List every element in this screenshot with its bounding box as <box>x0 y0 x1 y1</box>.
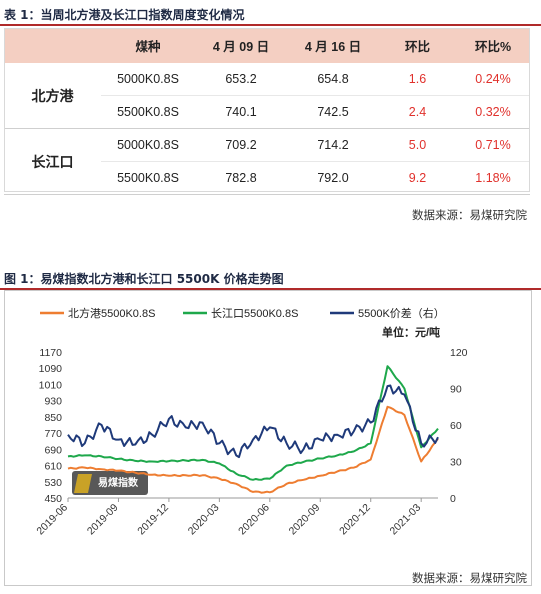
apr09-cell: 782.8 <box>195 161 287 195</box>
header-apr09: 4 月 09 日 <box>195 28 287 63</box>
table-source-note: 数据来源：易煤研究院 <box>412 208 527 222</box>
port-label: 北方港 <box>4 63 101 129</box>
figure-caption-rule <box>0 288 541 290</box>
apr16-cell: 792.0 <box>287 161 379 195</box>
table-header-row: 煤种 4 月 09 日 4 月 16 日 环比 环比% <box>4 28 530 63</box>
figure-caption: 图 1：易煤指数北方港和长江口 5500K 价格走势图 <box>4 272 284 286</box>
grade-cell: 5000K0.8S <box>101 63 195 96</box>
change-pct-cell: 1.18% <box>456 161 530 195</box>
change-pct-cell: 0.32% <box>456 95 530 129</box>
grade-cell: 5500K0.8S <box>101 161 195 195</box>
apr09-cell: 740.1 <box>195 95 287 129</box>
table-row: 5500K0.8S 782.8 792.0 9.2 1.18% <box>4 161 530 195</box>
apr16-cell: 714.2 <box>287 128 379 162</box>
header-change: 环比 <box>379 28 456 63</box>
change-cell: 5.0 <box>379 128 456 162</box>
figure-source-note: 数据来源：易煤研究院 <box>412 571 527 585</box>
header-change-pct: 环比% <box>456 28 530 63</box>
header-port <box>4 28 101 63</box>
change-pct-cell: 0.71% <box>456 128 530 162</box>
grade-cell: 5500K0.8S <box>101 95 195 129</box>
table-row: 北方港 5000K0.8S 653.2 654.8 1.6 0.24% <box>4 63 530 129</box>
grade-cell: 5000K0.8S <box>101 128 195 162</box>
table-row: 长江口 5000K0.8S 709.2 714.2 5.0 0.71% <box>4 128 530 195</box>
change-cell: 9.2 <box>379 161 456 195</box>
change-pct-cell: 0.24% <box>456 63 530 96</box>
apr16-cell: 742.5 <box>287 95 379 129</box>
apr09-cell: 653.2 <box>195 63 287 96</box>
chart-frame <box>4 290 532 586</box>
change-cell: 2.4 <box>379 95 456 129</box>
table-caption: 表 1：当周北方港及长江口指数周度变化情况 <box>4 8 245 22</box>
header-grade: 煤种 <box>101 28 195 63</box>
apr16-cell: 654.8 <box>287 63 379 96</box>
header-apr16: 4 月 16 日 <box>287 28 379 63</box>
table-row: 5500K0.8S 740.1 742.5 2.4 0.32% <box>4 95 530 129</box>
weekly-index-table: 煤种 4 月 09 日 4 月 16 日 环比 环比% 北方港 5000K0.8… <box>4 28 530 195</box>
port-label: 长江口 <box>4 128 101 195</box>
apr09-cell: 709.2 <box>195 128 287 162</box>
table-caption-rule <box>0 24 541 26</box>
change-cell: 1.6 <box>379 63 456 96</box>
